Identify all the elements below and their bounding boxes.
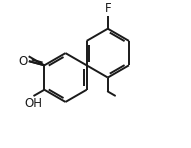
Text: F: F	[104, 2, 111, 15]
Text: OH: OH	[24, 97, 42, 110]
Text: O: O	[19, 55, 28, 68]
